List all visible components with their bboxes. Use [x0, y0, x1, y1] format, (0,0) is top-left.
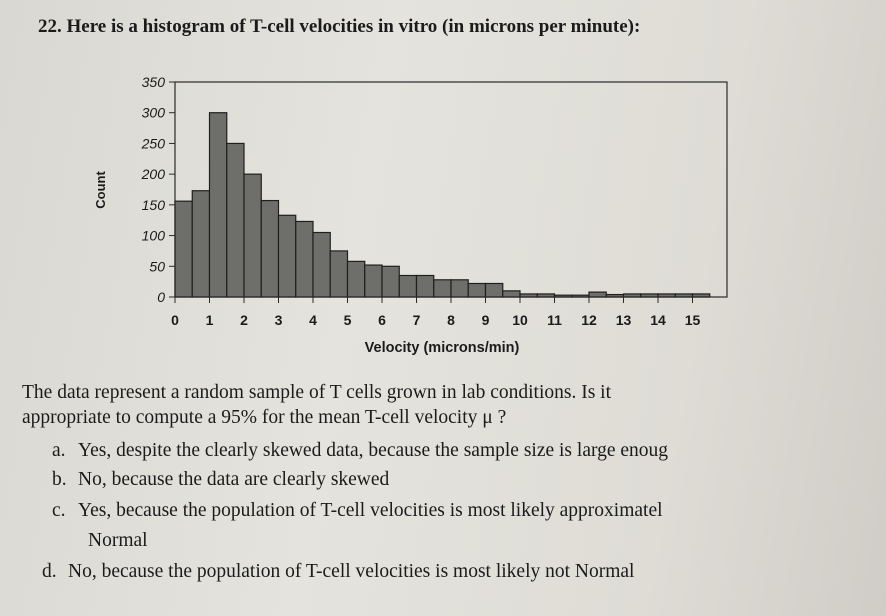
option-d[interactable]: d. No, because the population of T-cell v…	[42, 561, 634, 583]
y-tick-label: 0	[157, 289, 165, 305]
x-tick-label: 15	[685, 312, 701, 328]
histogram-bar	[364, 264, 383, 298]
histogram-bar	[553, 294, 573, 298]
option-letter: d.	[42, 561, 57, 582]
x-tick-label: 11	[547, 312, 562, 328]
x-tick-label: 1	[206, 312, 214, 328]
option-a[interactable]: a. Yes, despite the clearly skewed data, …	[52, 440, 668, 462]
option-letter: c.	[52, 500, 66, 521]
option-text: Yes, because the population of T-cell ve…	[78, 500, 663, 521]
histogram-bar	[312, 231, 331, 298]
histogram-bar	[519, 293, 538, 298]
option-letter: a.	[52, 440, 66, 461]
histogram-bar	[243, 173, 262, 298]
option-text: No, because the data are clearly skewed	[78, 469, 390, 490]
y-tick-label: 200	[141, 166, 166, 182]
histogram-bar	[467, 282, 487, 298]
x-tick-label: 10	[512, 312, 528, 328]
x-tick-label: 12	[581, 312, 597, 328]
x-tick-label: 3	[275, 312, 283, 328]
histogram-bar	[277, 214, 297, 298]
histogram-bar	[415, 274, 435, 298]
histogram-bar	[329, 250, 349, 298]
histogram-bar	[174, 200, 193, 298]
y-tick-label: 100	[142, 228, 166, 244]
x-tick-label: 4	[309, 312, 317, 328]
histogram-bar	[588, 291, 607, 298]
x-tick-label: 9	[482, 312, 490, 328]
y-tick-label: 150	[142, 197, 166, 213]
option-b[interactable]: b. No, because the data are clearly skewe…	[52, 469, 389, 491]
option-letter: b.	[52, 469, 67, 490]
y-tick-label: 50	[149, 258, 165, 274]
y-axis-label: Count	[93, 171, 108, 209]
histogram-bar	[640, 293, 659, 298]
option-c-continued: Normal	[88, 530, 148, 552]
histogram-bar	[657, 293, 676, 298]
x-tick-label: 5	[344, 312, 352, 328]
histogram-bar	[571, 294, 590, 298]
prompt-line-2: appropriate to compute a 95% for the mea…	[22, 407, 507, 428]
x-axis-label: Velocity (microns/min)	[365, 340, 520, 356]
x-tick-label: 13	[616, 312, 632, 328]
x-tick-label: 8	[447, 312, 455, 328]
histogram-bar	[260, 199, 280, 298]
histogram-bar	[502, 290, 521, 298]
x-tick-label: 14	[650, 312, 666, 328]
histogram-bar	[433, 279, 452, 298]
x-tick-label: 6	[378, 312, 386, 328]
x-tick-label: 0	[171, 312, 179, 328]
question-prompt: The data represent a random sample of T …	[22, 380, 872, 430]
histogram-bar	[484, 282, 504, 298]
y-tick-label: 250	[141, 135, 166, 151]
histogram-bar	[226, 142, 245, 298]
x-tick-label: 7	[413, 312, 421, 328]
histogram-bar	[191, 190, 211, 298]
histogram-bar	[605, 293, 625, 298]
histogram-bar	[295, 220, 314, 298]
histogram-bar	[536, 293, 556, 298]
histogram-bar	[674, 293, 694, 298]
histogram-bar	[381, 265, 400, 298]
histogram-bar	[622, 293, 642, 298]
histogram-bar	[450, 279, 469, 298]
option-text: Yes, despite the clearly skewed data, be…	[78, 440, 669, 461]
histogram-bar	[346, 260, 366, 298]
option-c[interactable]: c. Yes, because the population of T-cell …	[52, 500, 663, 522]
option-text: Normal	[88, 530, 148, 551]
y-tick-label: 300	[142, 105, 166, 121]
option-text: No, because the population of T-cell vel…	[68, 561, 635, 582]
x-tick-label: 2	[240, 312, 248, 328]
histogram-bar	[398, 274, 418, 298]
histogram-bar	[691, 293, 711, 298]
histogram-bar	[208, 112, 228, 298]
question-title: 22. Here is a histogram of T-cell veloci…	[38, 16, 641, 37]
prompt-line-1: The data represent a random sample of T …	[22, 382, 611, 403]
y-tick-label: 350	[142, 74, 166, 90]
